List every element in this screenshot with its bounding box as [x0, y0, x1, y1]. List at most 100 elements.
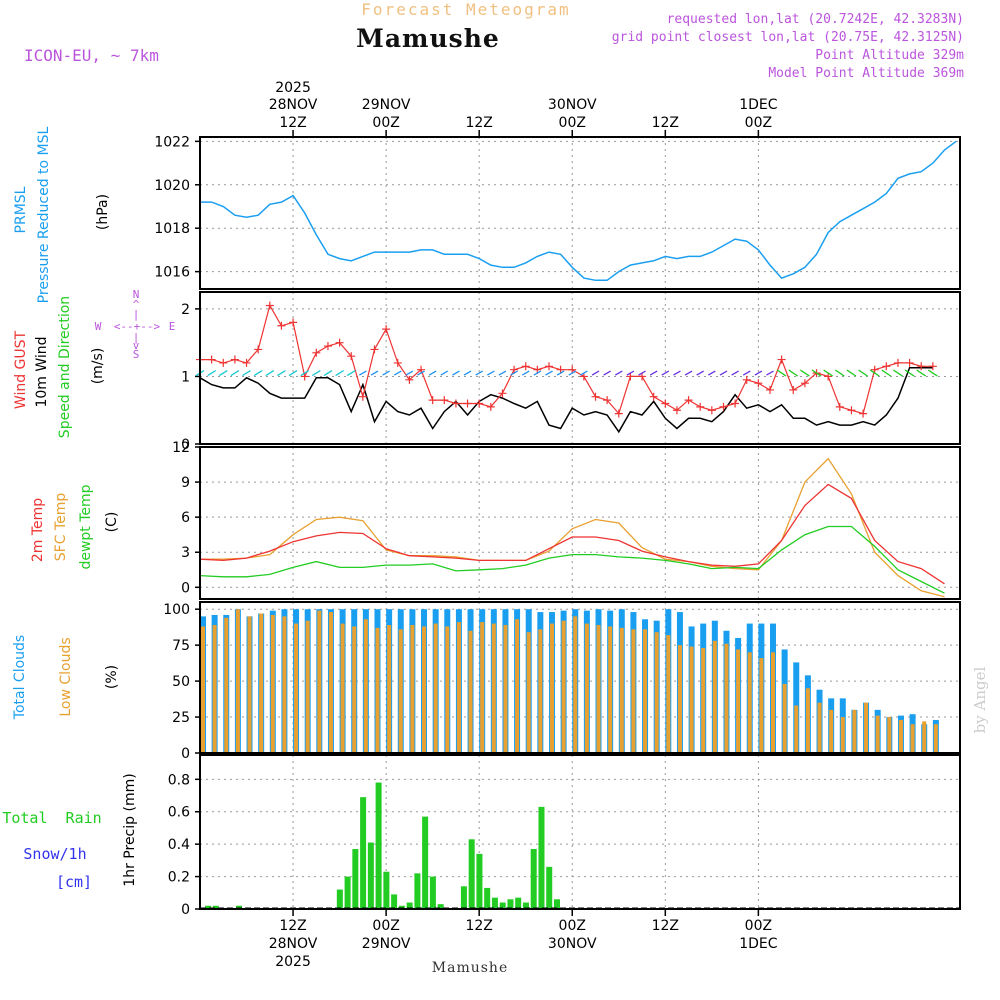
ytick-label: 50: [172, 674, 190, 690]
gust-marker: [289, 318, 298, 327]
gust-marker: [696, 402, 705, 411]
gust-marker: [882, 362, 891, 371]
wind-direction-arrow: [800, 369, 810, 377]
precip-bar: [460, 886, 467, 909]
low-cloud-bar: [689, 646, 694, 753]
pressure-panel: 1016 1018 1020 1022: [154, 134, 961, 290]
top-tick-date: 29NOV: [362, 97, 411, 113]
top-tick-date: 1DEC: [739, 97, 778, 113]
wind-direction-arrow: [521, 370, 530, 376]
gust-marker: [684, 396, 693, 405]
precip-bar: [336, 889, 343, 909]
gust-marker: [777, 355, 786, 364]
low-cloud-bar: [282, 616, 287, 753]
point-altitude: Point Altitude 329m: [815, 48, 964, 63]
wind-direction-arrow: [323, 370, 333, 377]
bottom-tick-hour: 12Z: [465, 918, 492, 934]
ytick-label: 2: [181, 302, 190, 318]
low-cloud-bar: [247, 616, 252, 753]
low-cloud-bar: [305, 620, 310, 753]
sfc-temp-line: [200, 457, 945, 598]
low-cloud-bar: [433, 623, 438, 753]
low-cloud-bar: [503, 625, 508, 753]
precip-bar: [499, 902, 506, 909]
gust-marker: [207, 355, 216, 364]
low-cloud-bar: [445, 626, 450, 753]
top-tick-hour: 12Z: [279, 115, 306, 131]
low-cloud-bar: [422, 626, 427, 753]
wind-direction-arrow: [823, 369, 834, 377]
location-title: Mamushe: [356, 24, 500, 53]
low-cloud-bar: [817, 702, 822, 753]
wind-direction-arrow: [346, 370, 356, 377]
compass-down-arrow: v: [133, 339, 140, 352]
temp-panel-labels: 2m Temp SFC Temp dewpt Temp (C): [30, 484, 120, 569]
bottom-tick-year: 2025: [275, 954, 311, 970]
wind-unit: (m/s): [90, 348, 106, 385]
gust-marker: [486, 402, 495, 411]
snow-unit-label: [cm]: [56, 873, 92, 891]
clouds-panel: 0 25 50 75 100: [163, 601, 961, 762]
gust-marker: [928, 362, 937, 371]
low-clouds-label: Low Clouds: [58, 637, 74, 716]
dewpoint-line: [199, 525, 945, 594]
bottom-tick-hour: 00Z: [745, 918, 772, 934]
gust-marker: [475, 399, 484, 408]
low-cloud-bar: [608, 626, 613, 753]
low-cloud-bar: [887, 717, 892, 753]
low-cloud-bar: [538, 629, 543, 753]
wind-dir-label: Speed and Direction: [57, 296, 73, 438]
wind-direction-arrow: [533, 370, 542, 376]
gust-marker: [323, 342, 332, 351]
gust-marker: [521, 362, 530, 371]
gust-marker: [370, 345, 379, 354]
compass-west: W: [95, 320, 102, 333]
gust-marker: [731, 399, 740, 408]
ytick-label: 1: [181, 369, 190, 385]
wind-direction-arrow: [370, 370, 379, 376]
wind-direction-arrow: [881, 369, 892, 377]
gust-marker: [672, 406, 681, 415]
bottom-tick-date: 29NOV: [362, 936, 411, 952]
precip-bar: [530, 849, 537, 909]
low-cloud-bar: [561, 620, 566, 753]
gust-marker: [649, 392, 658, 401]
panel-border: [199, 601, 961, 754]
wind-direction-arrow: [359, 370, 367, 376]
precip-bar: [212, 905, 219, 909]
wind-direction-arrow: [265, 370, 275, 377]
gust-marker: [428, 396, 437, 405]
low-cloud-bar: [864, 702, 869, 753]
ytick-label: 6: [181, 510, 190, 526]
low-cloud-bar: [829, 709, 834, 753]
gust-marker: [754, 379, 763, 388]
gust-marker: [451, 399, 460, 408]
pressure-label-long: Pressure Reduced to MSL: [36, 126, 52, 303]
wind-direction-arrow: [218, 370, 228, 377]
gust-marker: [603, 396, 612, 405]
requested-coords: requested lon,lat (20.7242E, 42.3283N): [667, 12, 964, 27]
precip-bar: [352, 849, 359, 909]
low-cloud-bar: [898, 719, 903, 753]
low-cloud-bar: [526, 632, 531, 753]
total-clouds-label: Total Clouds: [12, 635, 28, 720]
wind-direction-arrow: [591, 370, 600, 376]
wind-direction-arrow: [766, 370, 774, 376]
wind-direction-arrow: [858, 369, 868, 377]
wind-panel-labels: Wind GUST 10m Wind Speed and Direction (…: [13, 288, 175, 438]
low-cloud-bar: [398, 629, 403, 753]
bottom-tick-date: 1DEC: [739, 936, 778, 952]
gust-marker: [800, 379, 809, 388]
gust-marker: [707, 406, 716, 415]
wind-direction-arrow: [463, 370, 472, 376]
precip-bar: [383, 871, 390, 909]
ytick-label: 0.6: [168, 805, 190, 821]
low-cloud-bar: [201, 626, 205, 753]
snow-label: Snow/1h: [23, 845, 86, 863]
low-cloud-bar: [317, 610, 322, 753]
gust-marker: [312, 348, 321, 357]
low-cloud-bar: [468, 630, 473, 753]
wind-direction-arrow: [440, 370, 449, 376]
wind-direction-arrow: [580, 370, 588, 376]
